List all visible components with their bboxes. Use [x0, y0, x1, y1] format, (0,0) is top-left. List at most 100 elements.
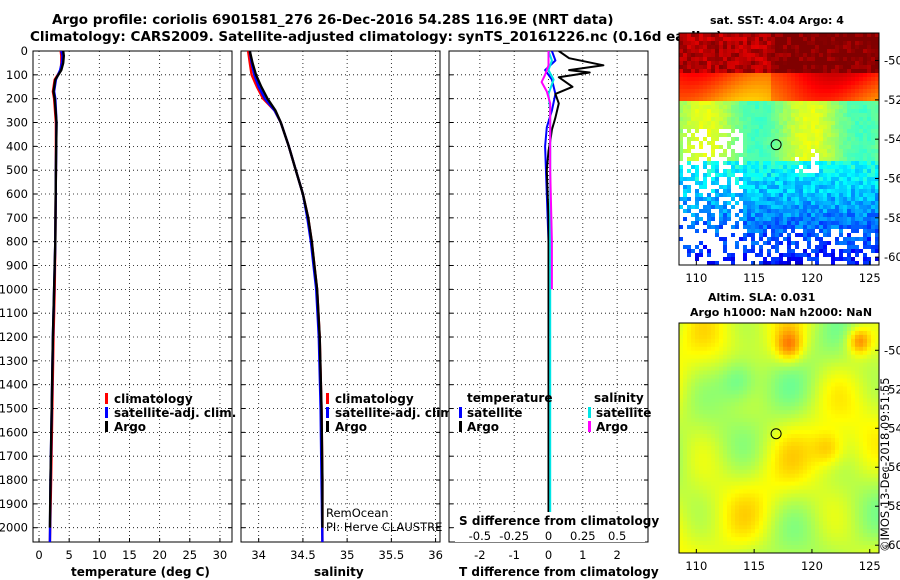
map-cell	[803, 342, 808, 348]
map-cell	[735, 225, 740, 230]
map-cell	[767, 370, 772, 375]
map-cell	[711, 153, 716, 158]
map-cell	[755, 438, 760, 443]
map-cell	[723, 449, 728, 455]
map-cell	[759, 141, 764, 146]
map-cell	[723, 398, 728, 403]
map-cell	[767, 129, 772, 134]
map-cell	[811, 398, 816, 403]
map-cell	[787, 334, 792, 340]
map-cell	[711, 93, 716, 98]
map-cell	[807, 398, 812, 403]
map-cell	[799, 213, 804, 218]
map-cell-missing	[707, 181, 712, 186]
map-cell	[875, 145, 880, 150]
map-cell	[803, 133, 808, 138]
map-cell	[827, 137, 832, 142]
map-cell	[727, 133, 732, 138]
map-cell	[779, 173, 784, 178]
map-cell	[867, 149, 872, 154]
map-cell	[679, 334, 684, 340]
map-cell	[815, 105, 820, 110]
map-cell	[723, 221, 728, 226]
map-cell	[731, 77, 736, 82]
map-cell	[799, 53, 804, 58]
map-cell	[715, 69, 720, 74]
map-cell	[715, 201, 720, 206]
map-cell-missing	[735, 249, 740, 254]
map-cell	[763, 346, 768, 352]
map-cell	[871, 81, 876, 86]
map-cell	[727, 326, 732, 332]
legend-swatch-t-argo	[459, 421, 462, 432]
map-cell	[819, 394, 824, 399]
map-cell-missing	[679, 233, 684, 238]
map-cell-missing	[847, 229, 852, 234]
map-cell	[803, 121, 808, 126]
map-cell	[723, 149, 728, 154]
map-cell	[763, 133, 768, 138]
map-cell	[743, 457, 748, 463]
map-cell	[683, 189, 688, 194]
map-cell	[739, 89, 744, 94]
map-cell	[771, 201, 776, 206]
map-cell	[739, 330, 744, 336]
map-cell	[691, 125, 696, 130]
map-cell	[871, 193, 876, 198]
map-cell	[795, 121, 800, 126]
map-cell	[847, 61, 852, 66]
map-cell	[699, 370, 704, 375]
map-cell	[695, 422, 700, 427]
map-cell	[739, 358, 744, 364]
map-cell	[871, 129, 876, 134]
map-cell	[855, 137, 860, 142]
map-cell	[747, 41, 752, 46]
map-cell	[811, 378, 816, 383]
map-cell	[823, 41, 828, 46]
map-cell	[755, 101, 760, 106]
map-cell	[779, 229, 784, 234]
map-cell	[683, 386, 688, 391]
map-cell	[755, 430, 760, 435]
map-cell	[763, 366, 768, 371]
map-cell	[743, 342, 748, 348]
map-cell	[863, 65, 868, 70]
map-cell	[795, 101, 800, 106]
map-cell	[867, 97, 872, 102]
map-cell-missing	[739, 205, 744, 210]
map-cell	[755, 125, 760, 130]
map-cell	[711, 117, 716, 122]
map-cell	[683, 77, 688, 82]
map-cell	[847, 253, 852, 258]
map-cell	[687, 33, 692, 38]
map-cell	[719, 225, 724, 230]
map-cell-missing	[679, 229, 684, 234]
map-cell	[819, 141, 824, 146]
map-cell	[811, 49, 816, 54]
map-cell	[859, 354, 864, 360]
map-cell	[791, 378, 796, 383]
map-cell	[867, 378, 872, 383]
map-cell	[839, 253, 844, 258]
map-cell	[783, 49, 788, 54]
map-cell	[771, 410, 776, 415]
map-cell	[871, 426, 876, 431]
map-cell	[787, 193, 792, 198]
map-cell-missing	[731, 177, 736, 182]
map-cell	[851, 418, 856, 423]
x-tick-label: 30	[213, 548, 228, 562]
map-cell	[723, 342, 728, 348]
map-cell	[771, 362, 776, 368]
map-cell	[703, 330, 708, 336]
map-cell	[811, 326, 816, 332]
map-cell	[763, 65, 768, 70]
map-cell	[827, 125, 832, 130]
map-cell	[819, 358, 824, 364]
map-cell	[763, 157, 768, 162]
map-cell	[751, 378, 756, 383]
map-cell	[851, 402, 856, 407]
map-cell	[827, 350, 832, 356]
map-cell	[751, 237, 756, 242]
map-cell	[755, 410, 760, 415]
map-cell	[695, 69, 700, 74]
